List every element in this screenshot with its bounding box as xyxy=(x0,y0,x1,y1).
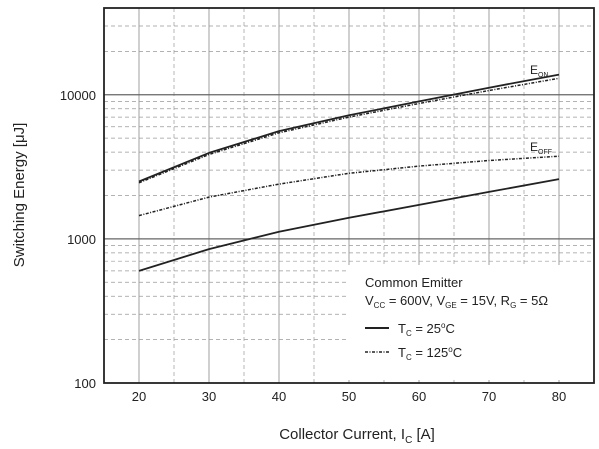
series-line-3 xyxy=(138,178,560,272)
x-tick-label: 30 xyxy=(202,389,216,404)
x-axis-label-subscript: C xyxy=(405,435,412,446)
legend-box xyxy=(348,265,593,380)
x-tick-label: 50 xyxy=(342,389,356,404)
x-axis-label-main: Collector Current, I xyxy=(279,426,405,443)
series-line-0 xyxy=(138,73,560,183)
x-axis-label: Collector Current, IC [A] xyxy=(279,426,435,446)
y-tick-label: 10000 xyxy=(60,88,96,103)
x-tick-label: 20 xyxy=(132,389,146,404)
legend: Common Emitter VCC = 600V, VGE = 15V, RG… xyxy=(348,265,593,380)
legend-entry-125c: TC = 125oC xyxy=(398,345,462,362)
x-tick-label: 70 xyxy=(482,389,496,404)
y-axis-label: Switching Energy [μJ] xyxy=(11,123,28,268)
x-axis-label-unit: [A] xyxy=(412,426,435,443)
y-tick-label: 100 xyxy=(74,376,96,391)
x-tick-label: 60 xyxy=(412,389,426,404)
legend-entry-25c: TC = 25oC xyxy=(398,321,455,338)
tick-labels: 20 30 40 50 60 70 80 100 1000 10000 xyxy=(60,88,566,404)
plot-frame xyxy=(103,7,595,384)
curve-label-eon: EON xyxy=(530,63,549,79)
legend-condition: VCC = 600V, VGE = 15V, RG = 5Ω xyxy=(365,293,548,310)
series-line-2 xyxy=(138,155,560,217)
series-lines xyxy=(138,73,560,272)
y-tick-label: 1000 xyxy=(67,232,96,247)
x-tick-label: 40 xyxy=(272,389,286,404)
curve-label-eoff: EOFF xyxy=(530,140,552,156)
legend-title: Common Emitter xyxy=(365,275,463,290)
x-tick-label: 80 xyxy=(552,389,566,404)
